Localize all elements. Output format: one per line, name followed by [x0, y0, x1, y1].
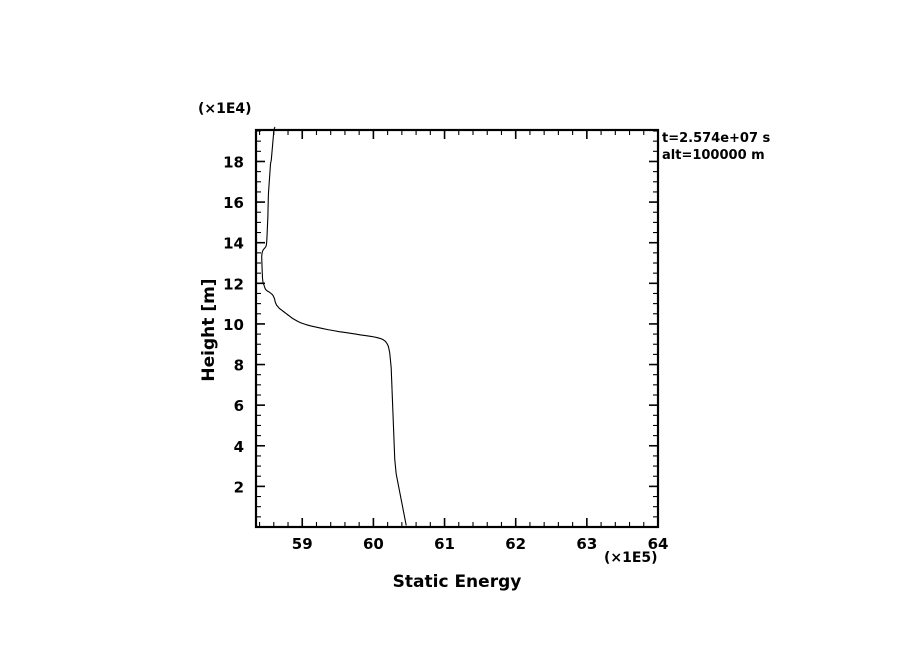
- y-tick-label-8: 18: [223, 153, 244, 171]
- x-tick-label-0: 59: [292, 535, 313, 553]
- axis-tick-labels: 59 60 61 62 63 64 2 4 6 8 10 12 14 16 18: [223, 153, 668, 553]
- x-tick-label-1: 60: [363, 535, 384, 553]
- data-series-group: [261, 126, 407, 526]
- x-tick-label-2: 61: [434, 535, 455, 553]
- x-tick-label-3: 62: [505, 535, 526, 553]
- y-tick-label-0: 2: [234, 478, 244, 496]
- static-energy-profile-line: [261, 126, 407, 526]
- y-tick-label-5: 12: [223, 275, 244, 293]
- plot-frame: [254, 128, 660, 529]
- y-tick-label-2: 6: [234, 397, 244, 415]
- x-axis-title: Static Energy: [393, 572, 522, 592]
- y-tick-label-3: 8: [234, 357, 244, 375]
- y-tick-label-6: 14: [223, 235, 244, 253]
- axis-ticks: [256, 130, 659, 528]
- y-tick-label-1: 4: [234, 438, 244, 456]
- y-axis-multiplier-label: (×1E4): [198, 101, 252, 117]
- y-axis-title: Height [m]: [199, 278, 219, 381]
- x-tick-label-4: 63: [576, 535, 597, 553]
- annotation-altitude: alt=100000 m: [662, 148, 765, 163]
- x-axis-multiplier-label: (×1E5): [604, 550, 658, 566]
- x-tick-label-5: 64: [648, 535, 669, 553]
- annotation-time: t=2.574e+07 s: [662, 131, 771, 146]
- y-tick-label-7: 16: [223, 194, 244, 212]
- y-tick-label-4: 10: [223, 316, 244, 334]
